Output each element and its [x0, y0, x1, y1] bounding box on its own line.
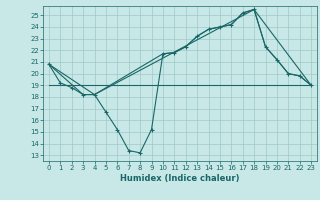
- X-axis label: Humidex (Indice chaleur): Humidex (Indice chaleur): [120, 174, 240, 183]
